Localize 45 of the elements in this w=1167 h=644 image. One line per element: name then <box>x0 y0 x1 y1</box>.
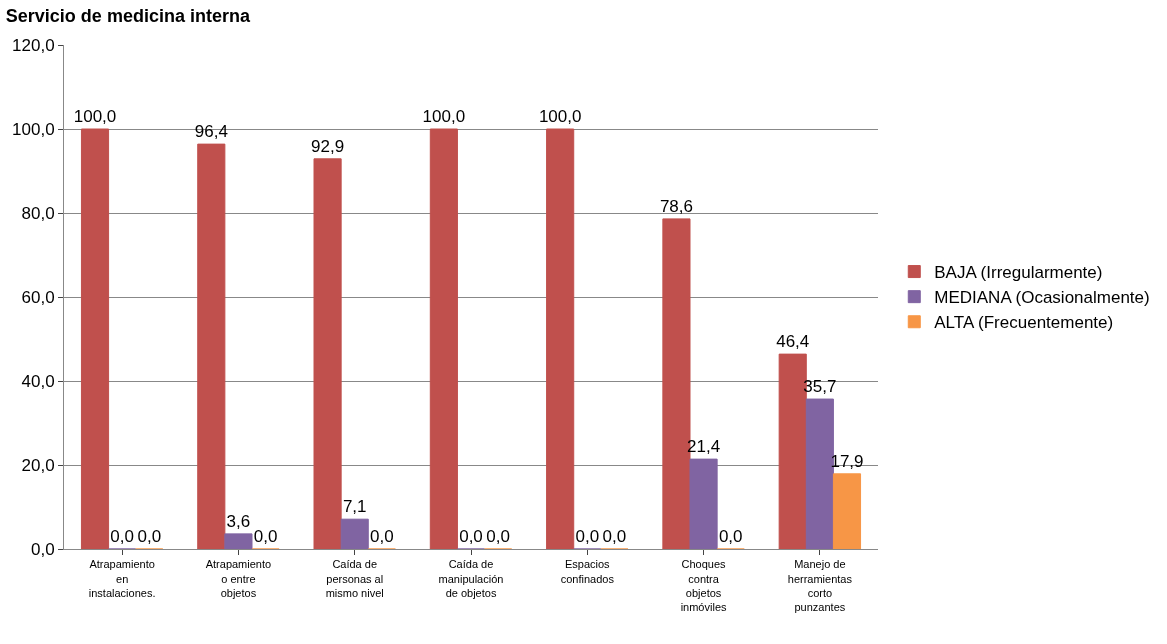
x-tick-label: Manejo de herramientas corto punzantes <box>787 558 853 614</box>
data-label: 100,0 <box>73 107 117 126</box>
legend-label: ALTA (Frecuentemente) <box>934 313 1114 333</box>
bar <box>197 143 226 549</box>
bar <box>340 518 369 549</box>
data-label: 0,0 <box>110 527 134 546</box>
x-tick-label: Choques contra objetos inmóviles <box>680 558 727 614</box>
legend-label: MEDIANA (Ocasionalmente) <box>934 288 1150 308</box>
data-label: 0,0 <box>253 527 278 546</box>
y-tick-label: 40,0 <box>21 371 55 391</box>
data-label: 0,0 <box>486 527 510 546</box>
data-label: 0,0 <box>602 527 627 546</box>
data-label: 3,6 <box>226 511 251 531</box>
x-tick-label: Atrapamiento en instalaciones. <box>88 558 156 599</box>
data-label: 0,0 <box>137 527 162 546</box>
x-tick-label: Espacios confinados <box>560 558 615 585</box>
bar <box>689 458 718 549</box>
chart-title: Servicio de medicina interna <box>5 6 251 27</box>
bar <box>832 473 862 549</box>
data-label: 0,0 <box>459 527 483 546</box>
data-label: 100,0 <box>538 107 582 126</box>
y-tick-label: 60,0 <box>21 287 55 307</box>
data-label: 0,0 <box>370 527 394 546</box>
data-label: 0,0 <box>718 527 743 546</box>
bar <box>546 128 575 549</box>
bar <box>313 158 342 549</box>
y-tick-label: 80,0 <box>21 203 55 223</box>
data-label: 0,0 <box>575 527 600 546</box>
y-tick-label: 0,0 <box>30 539 55 559</box>
y-tick-label: 100,0 <box>12 119 55 139</box>
legend-label: BAJA (Irregularmente) <box>934 263 1103 283</box>
data-label: 92,9 <box>311 136 345 156</box>
y-tick-label: 20,0 <box>21 455 55 475</box>
bar <box>224 533 253 549</box>
data-label: 46,4 <box>776 332 810 352</box>
data-label: 100,0 <box>422 107 466 126</box>
data-label: 78,6 <box>659 196 693 216</box>
x-tick-label: Atrapamiento o entre objetos <box>205 558 272 599</box>
data-label: 96,4 <box>194 122 228 142</box>
bar <box>80 128 110 549</box>
y-tick-label: 120,0 <box>12 35 55 55</box>
data-label: 7,1 <box>342 497 367 517</box>
x-tick-label: Caída de personas al mismo nivel <box>325 558 384 599</box>
bar <box>429 128 458 549</box>
x-tick-label: Caída de manipulación de objetos <box>438 558 504 599</box>
